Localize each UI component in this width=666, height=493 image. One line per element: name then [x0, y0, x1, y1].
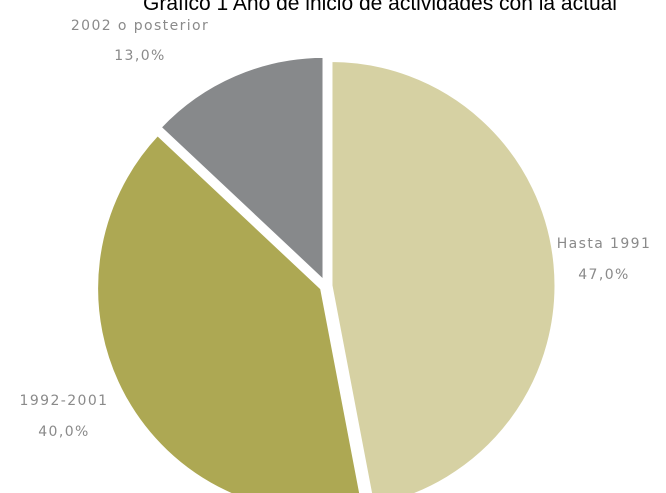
slice-label-2002-o-posterior: 2002 o posterior	[71, 18, 209, 34]
pie-slice-hasta-1991	[329, 59, 558, 493]
slice-value-2002-o-posterior: 13,0%	[114, 48, 165, 64]
pie-slices	[95, 54, 558, 493]
slice-value-hasta-1991: 47,0%	[578, 267, 629, 283]
pie-labels: Hasta 1991 47,0% 1992-2001 40,0% 2002 o …	[20, 18, 652, 440]
pie-slice-2002-o-posterior	[157, 54, 326, 285]
pie-slice-1992-2001	[95, 132, 363, 493]
chart-title: Gráfico 1 Año de inicio de actividades c…	[143, 0, 617, 15]
slice-label-1992-2001: 1992-2001	[20, 393, 109, 409]
slice-value-1992-2001: 40,0%	[38, 424, 89, 440]
slice-label-hasta-1991: Hasta 1991	[557, 236, 652, 252]
